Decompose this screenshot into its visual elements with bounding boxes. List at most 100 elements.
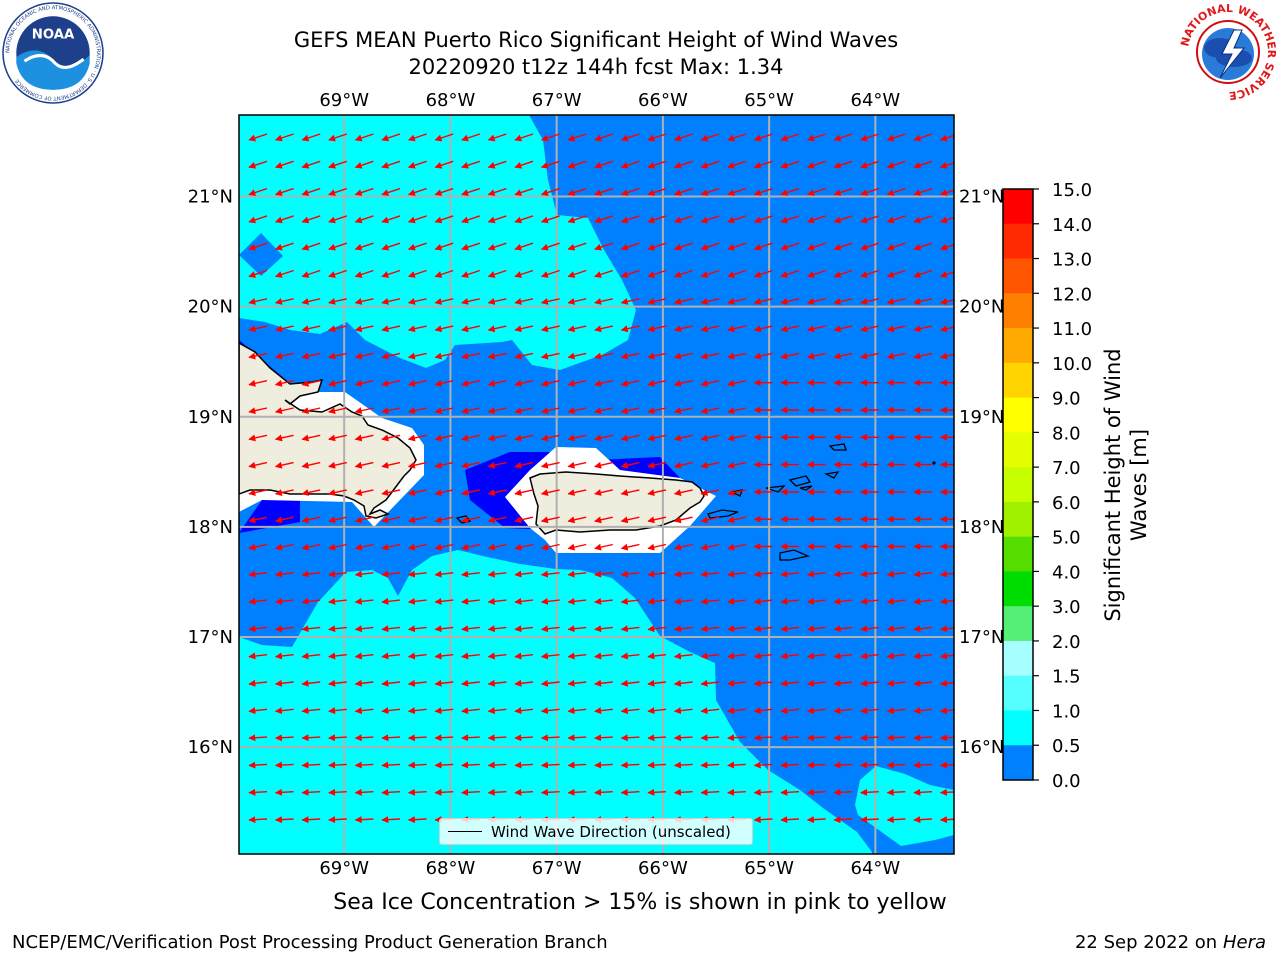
wave-arrow bbox=[727, 133, 747, 142]
wave-band-small-patch bbox=[239, 233, 283, 276]
wave-arrow bbox=[407, 187, 427, 196]
wave-arrow bbox=[434, 407, 454, 415]
wave-arrow bbox=[301, 461, 321, 469]
wave-arrow bbox=[248, 761, 268, 769]
wave-arrow bbox=[540, 543, 560, 551]
wave-arrow bbox=[540, 434, 560, 442]
wave-arrow bbox=[381, 379, 401, 387]
wave-arrow bbox=[753, 352, 773, 360]
wave-arrow bbox=[647, 379, 667, 387]
wave-arrow bbox=[461, 652, 480, 660]
wave-arrow bbox=[806, 625, 826, 633]
wave-arrow bbox=[328, 679, 347, 687]
wave-arrow bbox=[434, 352, 454, 360]
wave-arrow bbox=[673, 434, 693, 442]
wave-arrow bbox=[727, 788, 746, 796]
wave-arrow bbox=[514, 298, 534, 305]
wave-arrow bbox=[780, 160, 800, 169]
wave-arrow bbox=[647, 679, 667, 687]
wave-arrow bbox=[673, 379, 693, 387]
wave-arrow bbox=[407, 543, 427, 551]
wave-arrow bbox=[753, 597, 773, 605]
wave-arrow bbox=[647, 489, 667, 496]
wave-arrow bbox=[860, 215, 880, 224]
wave-arrow bbox=[434, 269, 454, 278]
wave-arrow bbox=[780, 679, 800, 687]
wave-arrow bbox=[673, 625, 693, 633]
wave-arrow bbox=[514, 707, 534, 715]
colorbar-segment bbox=[1003, 432, 1033, 468]
wave-arrow bbox=[381, 434, 401, 442]
wave-arrow bbox=[328, 597, 347, 605]
wave-arrow bbox=[913, 597, 933, 605]
wave-arrow bbox=[514, 652, 534, 660]
wave-arrow bbox=[780, 325, 800, 333]
wave-arrow bbox=[753, 625, 773, 633]
wave-arrow bbox=[354, 761, 374, 769]
wave-arrow bbox=[354, 379, 374, 387]
wave-arrow bbox=[860, 734, 879, 742]
wave-arrow bbox=[700, 269, 720, 278]
lon-tick-top: 65°W bbox=[744, 90, 794, 111]
wave-arrow bbox=[647, 788, 667, 796]
sea-ice-note-text: Sea Ice Concentration > 15% is shown in … bbox=[333, 890, 947, 915]
wave-arrow bbox=[301, 325, 321, 333]
wave-arrow bbox=[727, 652, 746, 660]
wave-arrow bbox=[700, 761, 720, 769]
wave-arrow bbox=[540, 269, 560, 278]
wave-arrow bbox=[673, 652, 693, 660]
wave-arrow bbox=[806, 734, 826, 742]
wave-arrow bbox=[939, 298, 954, 305]
wave-arrow bbox=[407, 597, 427, 605]
wave-arrow bbox=[780, 352, 800, 360]
wave-arrow bbox=[700, 215, 720, 224]
wave-arrow bbox=[461, 516, 480, 524]
wave-arrow bbox=[540, 407, 560, 415]
wave-arrow bbox=[567, 133, 587, 142]
wave-arrow bbox=[647, 407, 667, 415]
wave-arrow bbox=[780, 187, 800, 196]
wave-direction-arrows bbox=[248, 133, 954, 824]
wave-arrow bbox=[860, 652, 879, 660]
wave-arrow bbox=[274, 788, 294, 796]
wave-arrow bbox=[860, 325, 879, 333]
wave-arrow bbox=[700, 352, 720, 360]
wave-arrow bbox=[381, 215, 401, 224]
lon-tick-top: 68°W bbox=[426, 90, 476, 111]
colorbar-segment bbox=[1003, 467, 1033, 503]
wave-arrow bbox=[700, 133, 720, 142]
wave-arrow bbox=[354, 352, 374, 360]
wave-arrow bbox=[620, 407, 640, 415]
wave-arrow bbox=[540, 215, 560, 224]
wave-arrow bbox=[487, 679, 507, 687]
nws-logo: NATIONAL WEATHER SERVICE bbox=[1178, 2, 1278, 102]
wave-arrow bbox=[381, 325, 401, 333]
wave-arrow bbox=[461, 133, 481, 142]
wave-arrow bbox=[407, 707, 427, 715]
wave-arrow bbox=[780, 242, 800, 251]
wave-arrow bbox=[407, 269, 427, 278]
wave-arrow bbox=[567, 597, 587, 605]
wave-arrow bbox=[647, 625, 667, 633]
colorbar-segment bbox=[1003, 397, 1033, 433]
wave-arrow bbox=[301, 133, 321, 142]
wave-arrow bbox=[328, 788, 347, 796]
wave-arrow bbox=[328, 242, 348, 251]
wave-arrow bbox=[673, 133, 693, 142]
wave-arrow bbox=[487, 516, 507, 524]
wave-arrow bbox=[328, 187, 348, 196]
wave-arrow bbox=[354, 269, 374, 278]
wave-arrow bbox=[514, 570, 534, 578]
wave-arrow bbox=[301, 298, 321, 305]
colorbar-segment bbox=[1003, 745, 1033, 781]
wave-arrow bbox=[514, 352, 534, 360]
wave-arrow bbox=[487, 461, 507, 469]
wave-arrow bbox=[939, 325, 954, 333]
wave-arrow bbox=[407, 461, 427, 469]
colorbar-segment bbox=[1003, 710, 1033, 746]
wave-arrow bbox=[647, 215, 667, 224]
wave-arrow bbox=[753, 215, 773, 224]
wave-arrow bbox=[274, 816, 294, 824]
wave-arrow bbox=[540, 325, 560, 333]
wave-arrow bbox=[354, 215, 374, 224]
